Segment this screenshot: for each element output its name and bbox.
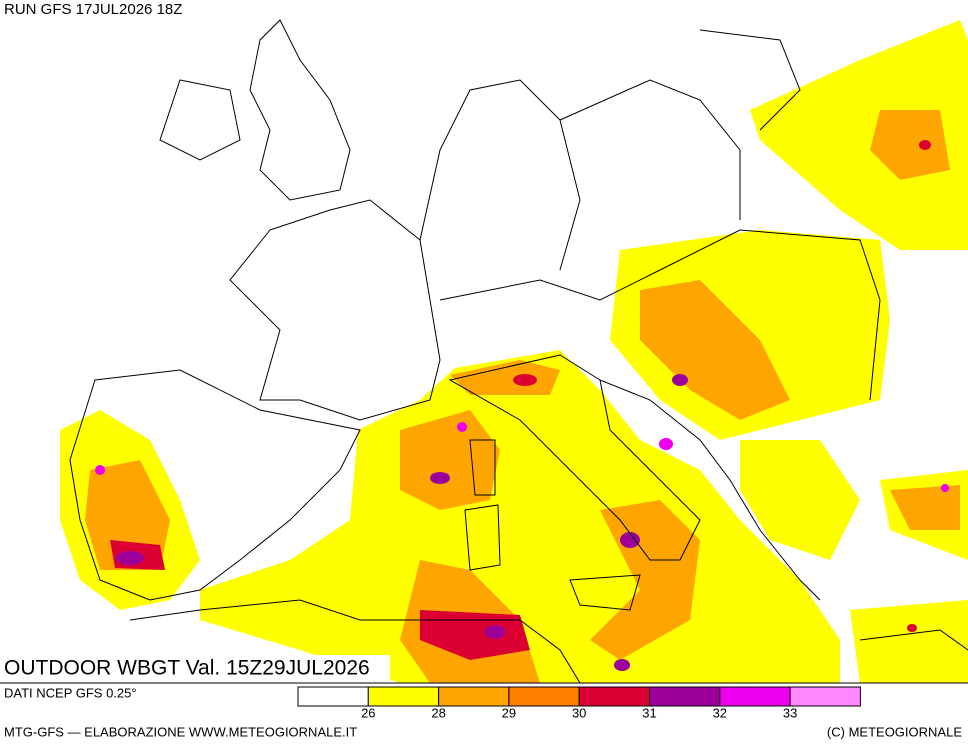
map (0, 19, 968, 684)
legend-tick-label: 30 (572, 705, 586, 720)
legend-swatch (719, 686, 791, 707)
legend-swatch (297, 686, 369, 707)
title-background (0, 655, 390, 683)
coastlines (69, 19, 968, 684)
legend-swatch (789, 686, 861, 707)
legend-tick-label: 33 (783, 705, 797, 720)
footer-right: (C) METEOGIORNALE (827, 724, 962, 739)
legend-tick-label: 29 (502, 705, 516, 720)
legend-tick-label: 31 (642, 705, 656, 720)
legend-swatch (438, 686, 510, 707)
legend-label: DATI NCEP GFS 0.25° (4, 685, 137, 700)
legend-tick-label: 32 (713, 705, 727, 720)
field-orange (85, 110, 960, 683)
field-hotspots (95, 140, 949, 671)
legend: 26 28 29 30 31 32 33 (297, 686, 861, 720)
legend-swatch (508, 686, 580, 707)
legend-swatch (578, 686, 651, 707)
legend-swatch (367, 686, 440, 707)
legend-tick-label: 28 (431, 705, 445, 720)
legend-tick-label: 26 (361, 705, 375, 720)
run-label: RUN GFS 17JUL2026 18Z (4, 1, 182, 18)
map-title: OUTDOOR WBGT Val. 15Z29JUL2026 (4, 657, 370, 680)
legend-swatch (649, 686, 721, 707)
footer-left: MTG-GFS — ELABORAZIONE WWW.METEOGIORNALE… (4, 724, 357, 739)
